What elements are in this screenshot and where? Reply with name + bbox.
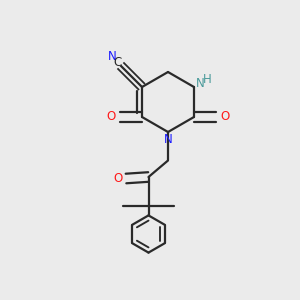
Text: H: H (203, 73, 212, 86)
Text: C: C (113, 56, 122, 69)
Text: O: O (220, 110, 230, 124)
Text: N: N (164, 133, 172, 146)
Text: O: O (106, 110, 116, 124)
Text: N: N (196, 77, 205, 90)
Text: N: N (108, 50, 116, 64)
Text: O: O (113, 172, 122, 185)
